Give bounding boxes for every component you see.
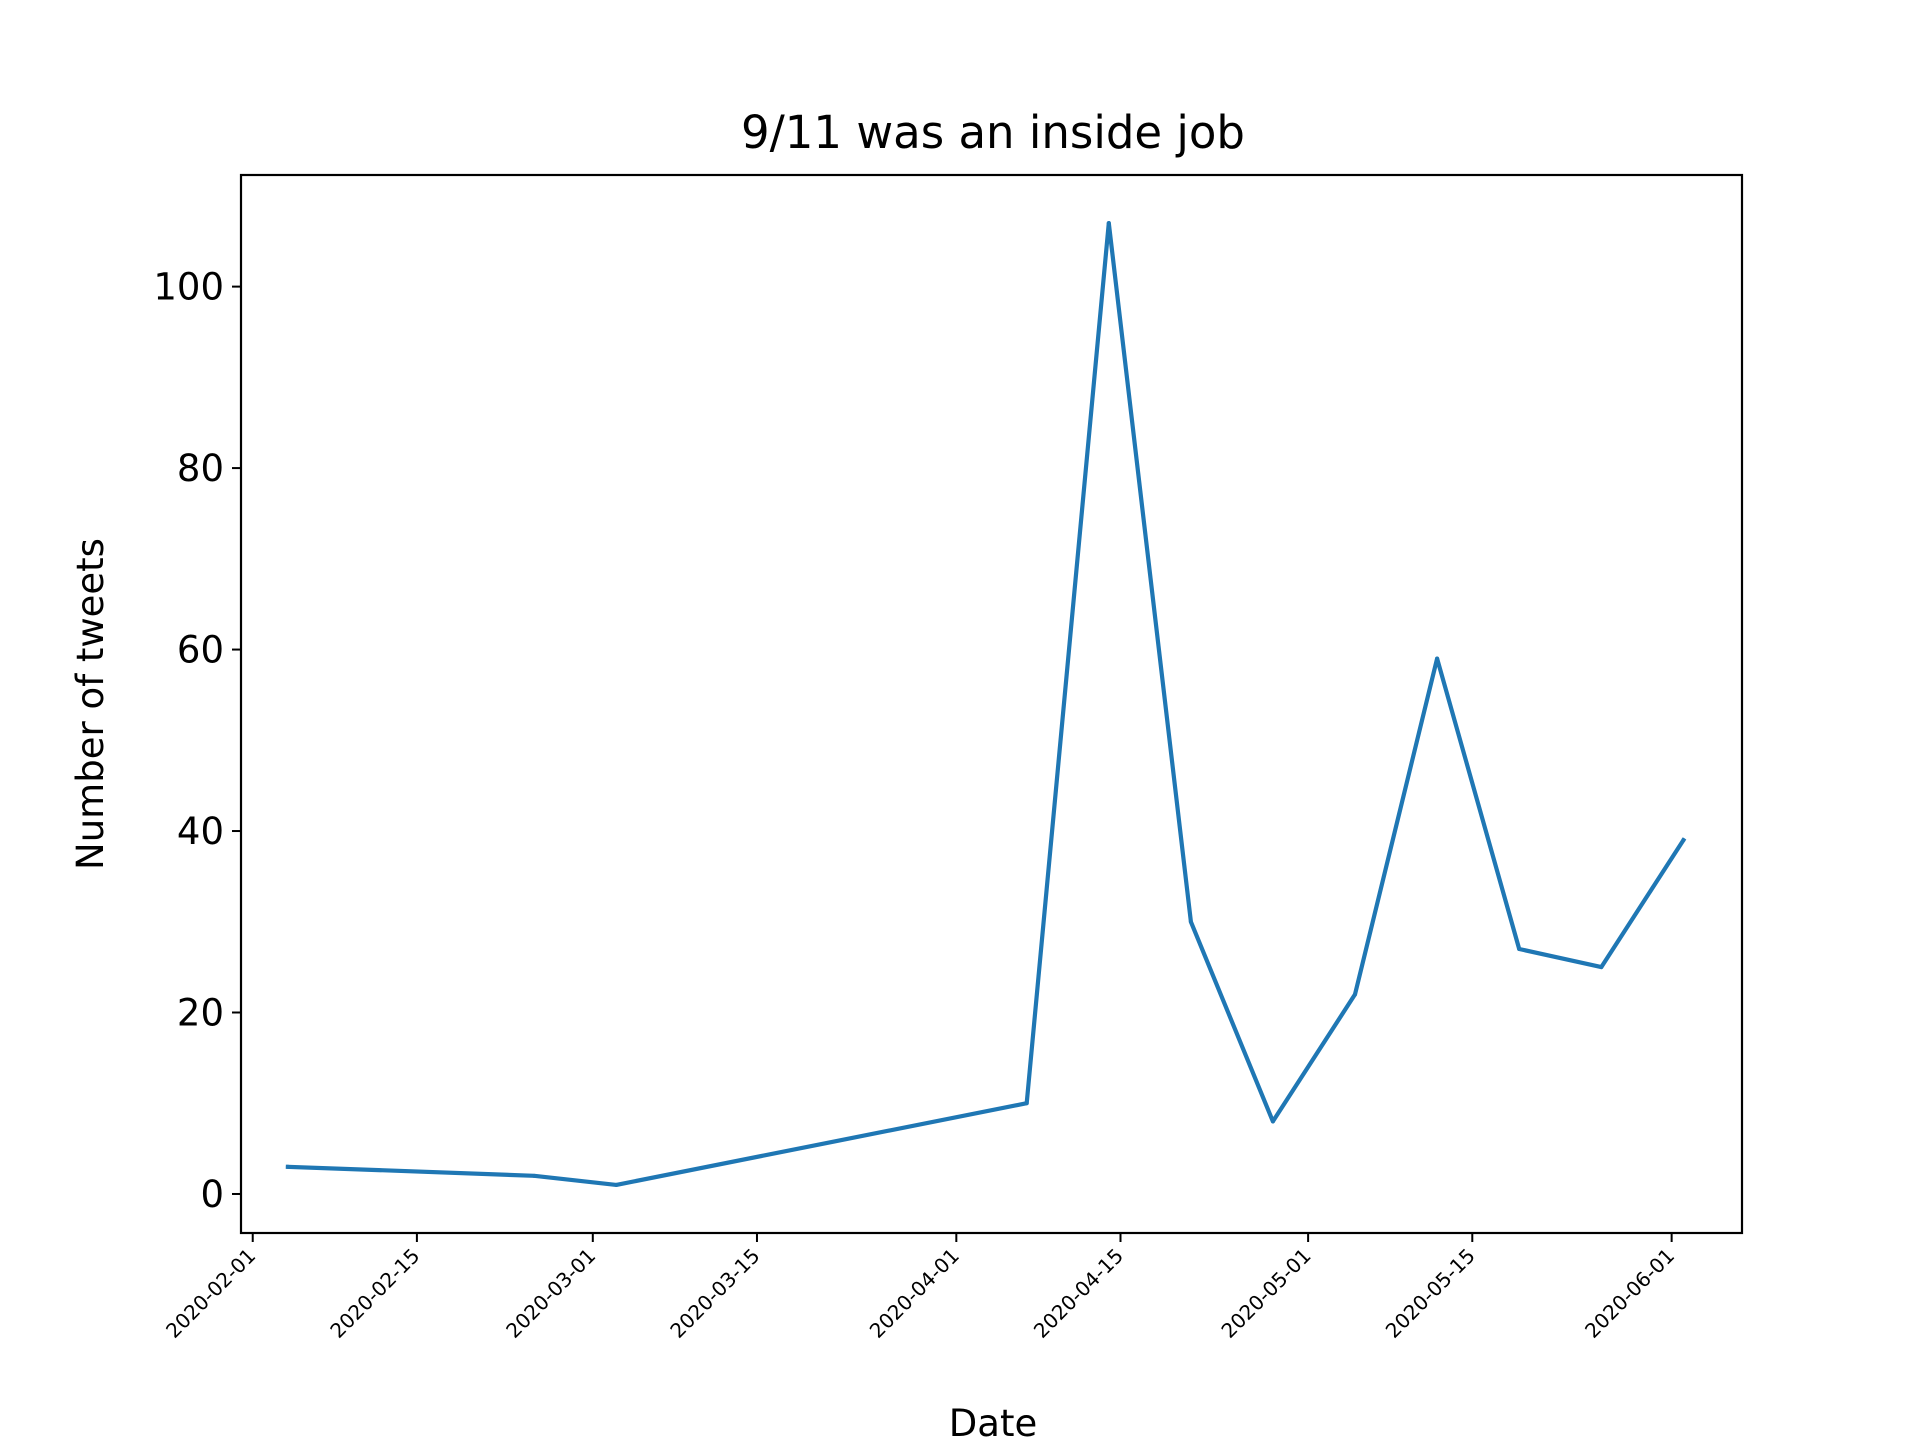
x-tick-label: 2020-02-01 xyxy=(161,1244,260,1343)
x-tick-label: 2020-03-15 xyxy=(665,1244,764,1343)
x-axis-ticks: 2020-02-01 2020-02-15 2020-03-01 2020-03-15… xyxy=(161,1233,1679,1343)
x-tick-label: 2020-02-15 xyxy=(325,1244,424,1343)
x-tick-label: 2020-05-15 xyxy=(1381,1244,1480,1343)
x-tick-label: 2020-04-01 xyxy=(865,1244,964,1343)
y-tick-label: 40 xyxy=(177,810,224,853)
y-tick-label: 0 xyxy=(200,1173,224,1216)
data-point xyxy=(532,1173,537,1178)
x-tick-label: 2020-05-01 xyxy=(1216,1244,1315,1343)
data-point xyxy=(285,1164,290,1169)
x-tick-label: 2020-03-01 xyxy=(501,1244,600,1343)
y-axis-label: Number of tweets xyxy=(69,538,112,870)
y-tick-label: 20 xyxy=(177,992,224,1035)
data-points xyxy=(285,221,1686,1187)
plot-area: 0 20 40 60 80 100 2020-02-01 2020-02-15 2020-03… xyxy=(153,173,1744,1343)
y-tick-label: 100 xyxy=(153,266,224,309)
series-line xyxy=(285,221,1687,1188)
data-point xyxy=(1024,1101,1029,1106)
data-point xyxy=(1599,965,1604,970)
x-tick-label: 2020-06-01 xyxy=(1580,1244,1679,1343)
x-tick-label: 2020-04-15 xyxy=(1029,1244,1128,1343)
data-point xyxy=(1188,919,1193,924)
y-axis-ticks: 0 20 40 60 80 100 xyxy=(153,266,241,1216)
data-point xyxy=(614,1182,619,1187)
data-point xyxy=(1353,992,1358,997)
data-point xyxy=(1270,1119,1275,1124)
y-tick-label: 60 xyxy=(177,629,224,672)
data-point xyxy=(1517,946,1522,951)
chart-title: 9/11 was an inside job xyxy=(741,106,1245,159)
x-axis-label: Date xyxy=(949,1402,1037,1440)
axes-frame xyxy=(239,173,1744,1235)
data-point xyxy=(1106,221,1111,226)
data-point xyxy=(1681,838,1686,843)
y-tick-label: 80 xyxy=(177,447,224,490)
data-point xyxy=(1435,656,1440,661)
